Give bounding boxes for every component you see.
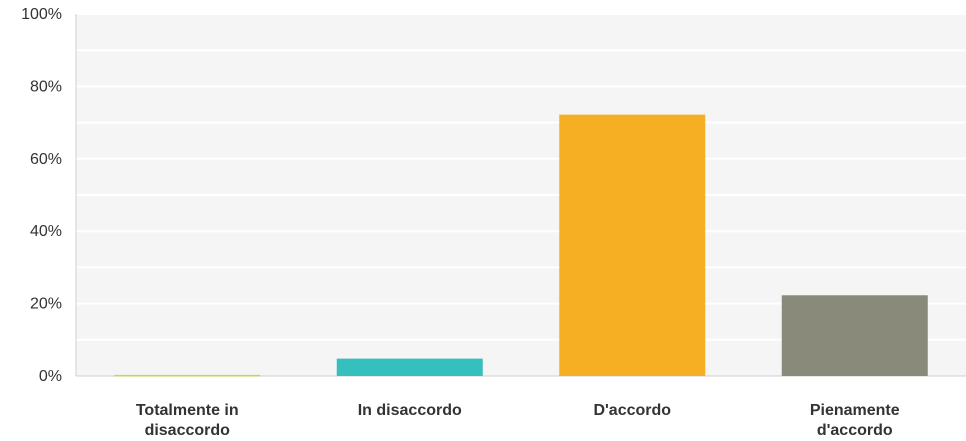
- y-tick-label: 80%: [30, 78, 62, 95]
- y-tick-label: 100%: [21, 6, 62, 23]
- bar: [559, 114, 706, 377]
- grid-lines: [76, 13, 966, 376]
- y-axis-tick-labels: 0% 20% 40% 60% 80% 100%: [21, 6, 62, 385]
- x-category-label: In disaccordo: [358, 402, 462, 419]
- bar: [114, 374, 261, 377]
- x-category-label: Pienamente d'accordo: [810, 402, 900, 439]
- x-axis-category-labels: Totalmente in disaccordo In disaccordo D'ac…: [136, 402, 900, 439]
- bar: [781, 295, 928, 376]
- y-tick-label: 40%: [30, 223, 62, 240]
- x-category-label: Totalmente in disaccordo: [136, 402, 239, 439]
- y-tick-label: 60%: [30, 151, 62, 168]
- y-tick-label: 20%: [30, 296, 62, 313]
- bar: [336, 358, 483, 376]
- y-tick-label: 0%: [39, 368, 62, 385]
- bars: [114, 114, 928, 377]
- x-category-label: D'accordo: [593, 402, 671, 419]
